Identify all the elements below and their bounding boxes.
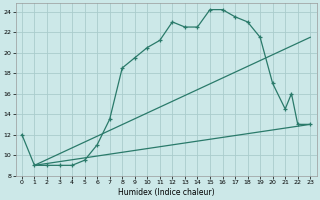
X-axis label: Humidex (Indice chaleur): Humidex (Indice chaleur) (118, 188, 214, 197)
